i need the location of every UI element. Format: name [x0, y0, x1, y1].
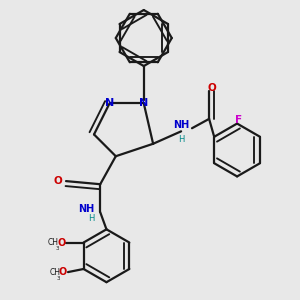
Text: N: N: [105, 98, 114, 108]
Text: F: F: [235, 116, 242, 125]
Text: H: H: [88, 214, 94, 223]
Text: NH: NH: [78, 204, 94, 214]
Text: O: O: [57, 238, 65, 248]
Text: 3: 3: [57, 276, 60, 281]
Text: O: O: [54, 176, 63, 186]
Text: N: N: [139, 98, 148, 108]
Text: O: O: [208, 83, 217, 93]
Text: NH: NH: [173, 120, 189, 130]
Text: CH: CH: [48, 238, 59, 247]
Text: 3: 3: [55, 246, 59, 251]
Text: O: O: [59, 267, 67, 277]
Text: CH: CH: [49, 268, 60, 277]
Text: H: H: [178, 135, 184, 144]
